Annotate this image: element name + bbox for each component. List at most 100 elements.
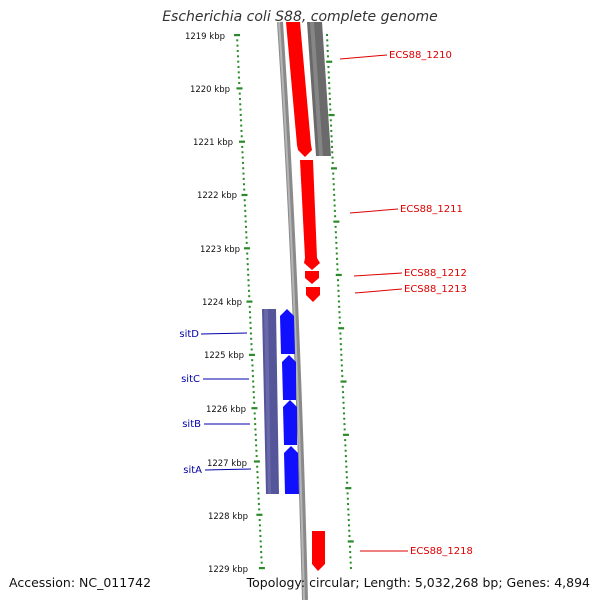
tick-mark bbox=[238, 140, 245, 143]
tick-mark bbox=[253, 460, 260, 463]
tick-mark bbox=[347, 513, 350, 516]
scale-label: 1226 kbp bbox=[206, 405, 246, 415]
tick-mark bbox=[237, 71, 240, 74]
tick-mark bbox=[342, 396, 345, 399]
tick-mark bbox=[342, 401, 345, 404]
accession-text: Accession: NC_011742 bbox=[9, 575, 152, 590]
tick-mark bbox=[342, 391, 345, 394]
tick-mark bbox=[237, 60, 240, 63]
gene-sitC bbox=[282, 355, 296, 400]
tick-mark bbox=[339, 332, 342, 335]
gene-label: sitC bbox=[181, 374, 200, 385]
tick-mark bbox=[342, 407, 345, 410]
tick-mark bbox=[333, 204, 336, 207]
tick-mark bbox=[349, 556, 352, 559]
tick-mark bbox=[327, 76, 330, 79]
tick-mark bbox=[342, 433, 349, 436]
tick-mark bbox=[252, 380, 255, 383]
tick-mark bbox=[338, 321, 341, 324]
tick-mark bbox=[347, 524, 350, 527]
gene-sitA bbox=[284, 446, 299, 494]
tick-mark bbox=[340, 364, 343, 367]
tick-mark bbox=[251, 369, 254, 372]
tick-mark bbox=[249, 321, 252, 324]
tick-mark bbox=[326, 39, 329, 42]
tick-mark bbox=[336, 257, 339, 260]
tick-mark bbox=[251, 364, 254, 367]
tick-mark bbox=[327, 71, 330, 74]
tick-mark bbox=[334, 215, 337, 218]
tick-mark bbox=[260, 561, 263, 564]
tick-mark bbox=[335, 273, 342, 277]
scale-label: 1224 kbp bbox=[202, 298, 242, 308]
tick-mark bbox=[245, 236, 248, 239]
tick-mark bbox=[345, 471, 348, 474]
tick-mark bbox=[244, 215, 247, 218]
tick-mark bbox=[249, 316, 252, 319]
tick-mark bbox=[343, 428, 346, 431]
scale-label: 1220 kbp bbox=[190, 85, 230, 95]
tick-mark bbox=[328, 113, 335, 117]
gene-ECS88_1218 bbox=[312, 531, 325, 571]
gene-label: ECS88_1213 bbox=[404, 284, 467, 295]
scale-label: 1229 kbp bbox=[208, 565, 248, 575]
tick-mark bbox=[335, 241, 338, 244]
tick-mark bbox=[239, 113, 242, 116]
tick-mark bbox=[346, 497, 349, 500]
gene-ECS88_1212 bbox=[305, 271, 319, 284]
tick-mark bbox=[345, 476, 348, 479]
tick-mark bbox=[256, 476, 259, 479]
tick-mark bbox=[341, 369, 344, 372]
tick-mark bbox=[345, 460, 348, 463]
tick-mark bbox=[255, 444, 258, 447]
tick-mark bbox=[243, 199, 246, 202]
tick-mark bbox=[257, 492, 260, 495]
tick-mark bbox=[254, 423, 257, 426]
tick-mark bbox=[234, 34, 240, 37]
tick-mark bbox=[248, 353, 255, 356]
tick-mark bbox=[338, 316, 341, 319]
tick-mark bbox=[349, 551, 352, 554]
tick-mark bbox=[337, 284, 340, 287]
tick-mark bbox=[239, 108, 242, 111]
tick-mark bbox=[345, 487, 352, 490]
gene-label: sitA bbox=[183, 465, 202, 476]
tick-mark bbox=[236, 49, 239, 52]
tick-mark bbox=[332, 188, 335, 191]
tick-mark bbox=[259, 545, 262, 548]
tick-mark bbox=[349, 561, 352, 564]
tick-mark bbox=[243, 247, 250, 250]
tick-mark bbox=[245, 241, 248, 244]
tick-mark bbox=[241, 161, 244, 164]
map-title: Escherichia coli S88, complete genome bbox=[162, 9, 438, 25]
sit-operon bbox=[262, 309, 279, 494]
tick-mark bbox=[335, 252, 338, 255]
tick-mark bbox=[256, 513, 263, 516]
gene-label: ECS88_1210 bbox=[389, 50, 452, 61]
tick-mark bbox=[252, 391, 255, 394]
gene-sitD bbox=[280, 309, 295, 354]
tick-mark bbox=[246, 257, 249, 260]
tick-mark bbox=[242, 172, 245, 175]
tick-mark bbox=[328, 81, 331, 84]
tick-mark bbox=[240, 129, 243, 132]
tick-mark bbox=[348, 545, 351, 548]
tick-mark bbox=[255, 449, 258, 452]
tick-mark bbox=[244, 220, 247, 223]
tick-mark bbox=[238, 81, 241, 84]
tick-mark bbox=[329, 103, 332, 106]
tick-mark bbox=[329, 119, 332, 122]
tick-mark bbox=[331, 161, 334, 164]
tick-mark bbox=[236, 87, 243, 90]
tick-mark bbox=[240, 124, 243, 127]
tick-mark bbox=[256, 481, 259, 484]
tick-mark bbox=[335, 236, 338, 239]
reverse-genes bbox=[280, 309, 299, 494]
tick-mark bbox=[328, 97, 331, 100]
scale-labels: 1219 kbp 1220 kbp 1221 kbp 1222 kbp 1223… bbox=[185, 32, 248, 575]
tick-mark bbox=[259, 529, 262, 532]
tick-mark bbox=[238, 97, 241, 100]
tick-mark bbox=[331, 145, 334, 148]
tick-mark bbox=[338, 327, 345, 330]
